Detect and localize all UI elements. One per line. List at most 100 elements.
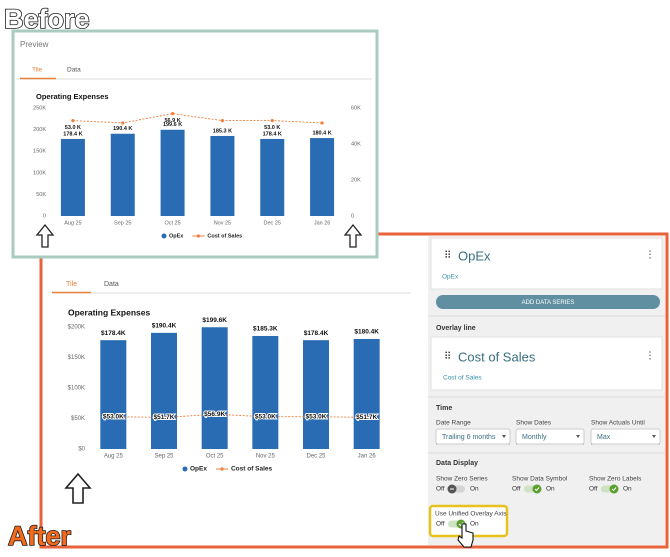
y2-tick-label: 40K	[351, 141, 361, 147]
x-tick-label: Nov 25	[256, 454, 276, 460]
data-label: $53.0K	[306, 413, 327, 420]
toggle-knob[interactable]	[532, 484, 542, 494]
y2-tick-label: 20K	[351, 177, 361, 183]
data-label: 180.4 K	[312, 131, 331, 137]
data-label: $185.3K	[253, 326, 278, 333]
x-tick-label: Dec 25	[264, 220, 281, 226]
tab[interactable]: Tile	[32, 67, 43, 74]
y2-tick-label: 0	[351, 213, 354, 219]
drag-handle[interactable]: ⠿	[444, 352, 451, 363]
data-label: $51.7K	[154, 414, 175, 421]
field-label: Show Actuals Until	[591, 420, 645, 427]
x-tick-label: Aug 25	[64, 220, 81, 226]
toggle-knob[interactable]	[609, 484, 619, 494]
data-label: $53.0K	[255, 413, 276, 420]
data-label: $178.4K	[304, 330, 329, 337]
bar	[210, 135, 235, 216]
y-tick-label: 100K	[33, 170, 46, 176]
x-tick-label: Aug 25	[104, 454, 124, 460]
data-label: $178.4K	[101, 330, 126, 337]
y-tick-label: $50K	[71, 416, 85, 422]
toggle-off-label: Off	[589, 486, 598, 493]
dropdown-value[interactable]: Trailing 6 months	[442, 434, 496, 441]
dropdown[interactable]	[590, 428, 661, 445]
data-label: 190.4 K	[113, 126, 132, 132]
data-label: 56.9 K	[164, 118, 180, 124]
line-marker	[270, 119, 274, 123]
section-heading: Overlay line	[436, 325, 476, 332]
x-tick-label: Oct 25	[164, 220, 180, 226]
after-label: After	[8, 521, 71, 551]
data-label: 53.0 K	[264, 125, 280, 131]
data-label: $190.4K	[152, 323, 177, 330]
data-label: 199.6 K	[163, 122, 182, 128]
y-tick-label: $200K	[68, 325, 85, 331]
drag-handle[interactable]: ⠿	[444, 251, 451, 262]
field-label: Show Dates	[516, 420, 552, 427]
x-tick-label: Nov 25	[214, 220, 231, 226]
line-marker	[71, 119, 75, 123]
add-series-label[interactable]: ADD DATA SERIES	[522, 300, 575, 306]
before-label: Before	[4, 4, 90, 34]
x-tick-label: Sep 25	[114, 220, 131, 226]
dropdown-value[interactable]: Max	[597, 434, 611, 441]
x-tick-label: Sep 25	[154, 454, 174, 460]
chart-title: Operating Expenses	[68, 307, 150, 317]
toggle-on-label: On	[546, 486, 555, 493]
legend-label: OpEx	[169, 233, 184, 239]
toggle-label: Show Zero Labels	[589, 476, 642, 483]
legend-label: OpEx	[190, 466, 207, 473]
data-label: $180.4K	[354, 329, 379, 336]
data-label: $51.7K	[356, 414, 377, 421]
field-label: Date Range	[436, 420, 471, 427]
bar	[353, 338, 380, 449]
legend-swatch	[182, 466, 188, 472]
legend-swatch	[220, 467, 224, 471]
tab[interactable]: Data	[67, 67, 81, 74]
dropdown-caret	[576, 435, 580, 438]
x-tick-label: Oct 25	[206, 454, 224, 460]
data-label: $56.9K	[204, 411, 225, 418]
tab[interactable]: Tile	[66, 281, 77, 288]
y-tick-label: 50K	[36, 192, 46, 198]
overlay-name: Cost of Sales	[458, 349, 536, 364]
x-tick-label: Dec 25	[306, 454, 326, 460]
kebab-menu[interactable]: ⋮	[645, 250, 655, 261]
arrow-icon	[35, 223, 55, 248]
legend-swatch	[196, 234, 200, 238]
data-label: $199.6K	[202, 317, 227, 324]
dropdown[interactable]	[515, 428, 585, 445]
add-series-button[interactable]	[436, 295, 660, 309]
toggle-off-label: Off	[512, 486, 521, 493]
y-tick-label: 200K	[33, 127, 46, 133]
data-label: 185.3 K	[213, 128, 232, 134]
data-label: $53.0K	[103, 413, 124, 420]
series-name: OpEx	[458, 248, 491, 263]
dropdown[interactable]	[435, 428, 511, 445]
line-marker	[121, 121, 125, 125]
toggle-on-label: On	[470, 486, 479, 493]
arrow-icon	[64, 472, 92, 504]
bar	[60, 138, 85, 216]
kebab-menu[interactable]: ⋮	[645, 351, 655, 362]
bar	[303, 340, 329, 449]
section-heading: Time	[436, 405, 452, 412]
line-marker	[220, 119, 225, 123]
legend-swatch	[161, 233, 167, 239]
dropdown-value[interactable]: Monthly	[522, 434, 547, 441]
overlay-link[interactable]: Cost of Sales	[443, 375, 482, 382]
y2-tick-label: 60K	[351, 105, 361, 111]
bar	[252, 335, 279, 449]
dropdown-caret	[502, 435, 506, 438]
series-card	[430, 237, 663, 290]
legend-label: Cost of Sales	[207, 233, 242, 239]
data-label: 178.4 K	[263, 131, 282, 137]
series-link[interactable]: OpEx	[442, 274, 459, 281]
toggle-icon	[534, 487, 540, 492]
y-tick-label: $150K	[68, 355, 85, 361]
tab[interactable]: Data	[104, 281, 119, 288]
line-series	[113, 413, 367, 418]
line-marker	[314, 415, 318, 419]
chart-title: Operating Expenses	[36, 92, 109, 101]
bar	[151, 332, 177, 449]
